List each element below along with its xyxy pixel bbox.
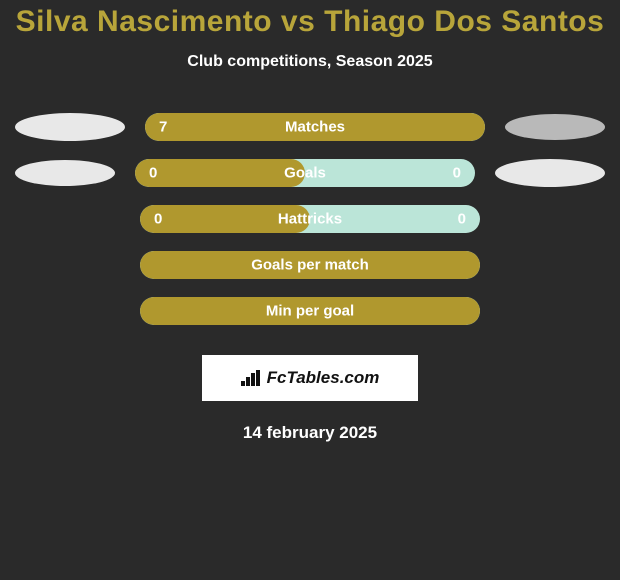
comparison-infographic: Silva Nascimento vs Thiago Dos Santos Cl…	[0, 0, 620, 580]
player-marker-left	[15, 113, 125, 141]
stat-bar: 0 Hattricks 0	[140, 205, 480, 233]
stat-row: 0 Hattricks 0	[10, 205, 610, 233]
stat-label: Goals per match	[251, 257, 369, 274]
date-text: 14 february 2025	[243, 423, 377, 443]
stat-bar: Goals per match	[140, 251, 480, 279]
stat-row: 7 Matches	[10, 113, 610, 141]
subtitle: Club competitions, Season 2025	[187, 53, 432, 71]
stat-label: Matches	[285, 119, 345, 136]
stat-label: Hattricks	[278, 211, 342, 228]
logo-text: FcTables.com	[267, 368, 380, 388]
stat-value-left: 0	[154, 211, 162, 228]
stat-value-left: 0	[149, 165, 157, 182]
player-marker-left	[15, 160, 115, 186]
stat-rows: 7 Matches 0 Goals 0 0 Hattricks 0 Goals per matc…	[10, 113, 610, 343]
title: Silva Nascimento vs Thiago Dos Santos	[16, 5, 605, 39]
stat-value-right: 0	[458, 211, 466, 228]
stat-value-left: 7	[159, 119, 167, 136]
stat-bar: 7 Matches	[145, 113, 485, 141]
player-marker-right	[505, 114, 605, 140]
stat-bar-fill	[135, 159, 305, 187]
stat-bar: Min per goal	[140, 297, 480, 325]
player-marker-right	[495, 159, 605, 187]
stat-row: Min per goal	[10, 297, 610, 325]
stat-value-right: 0	[453, 165, 461, 182]
stat-row: Goals per match	[10, 251, 610, 279]
bars-icon	[241, 370, 263, 386]
stat-label: Goals	[284, 165, 326, 182]
stat-label: Min per goal	[266, 303, 354, 320]
fctables-logo: FcTables.com	[202, 355, 418, 401]
stat-row: 0 Goals 0	[10, 159, 610, 187]
stat-bar: 0 Goals 0	[135, 159, 475, 187]
